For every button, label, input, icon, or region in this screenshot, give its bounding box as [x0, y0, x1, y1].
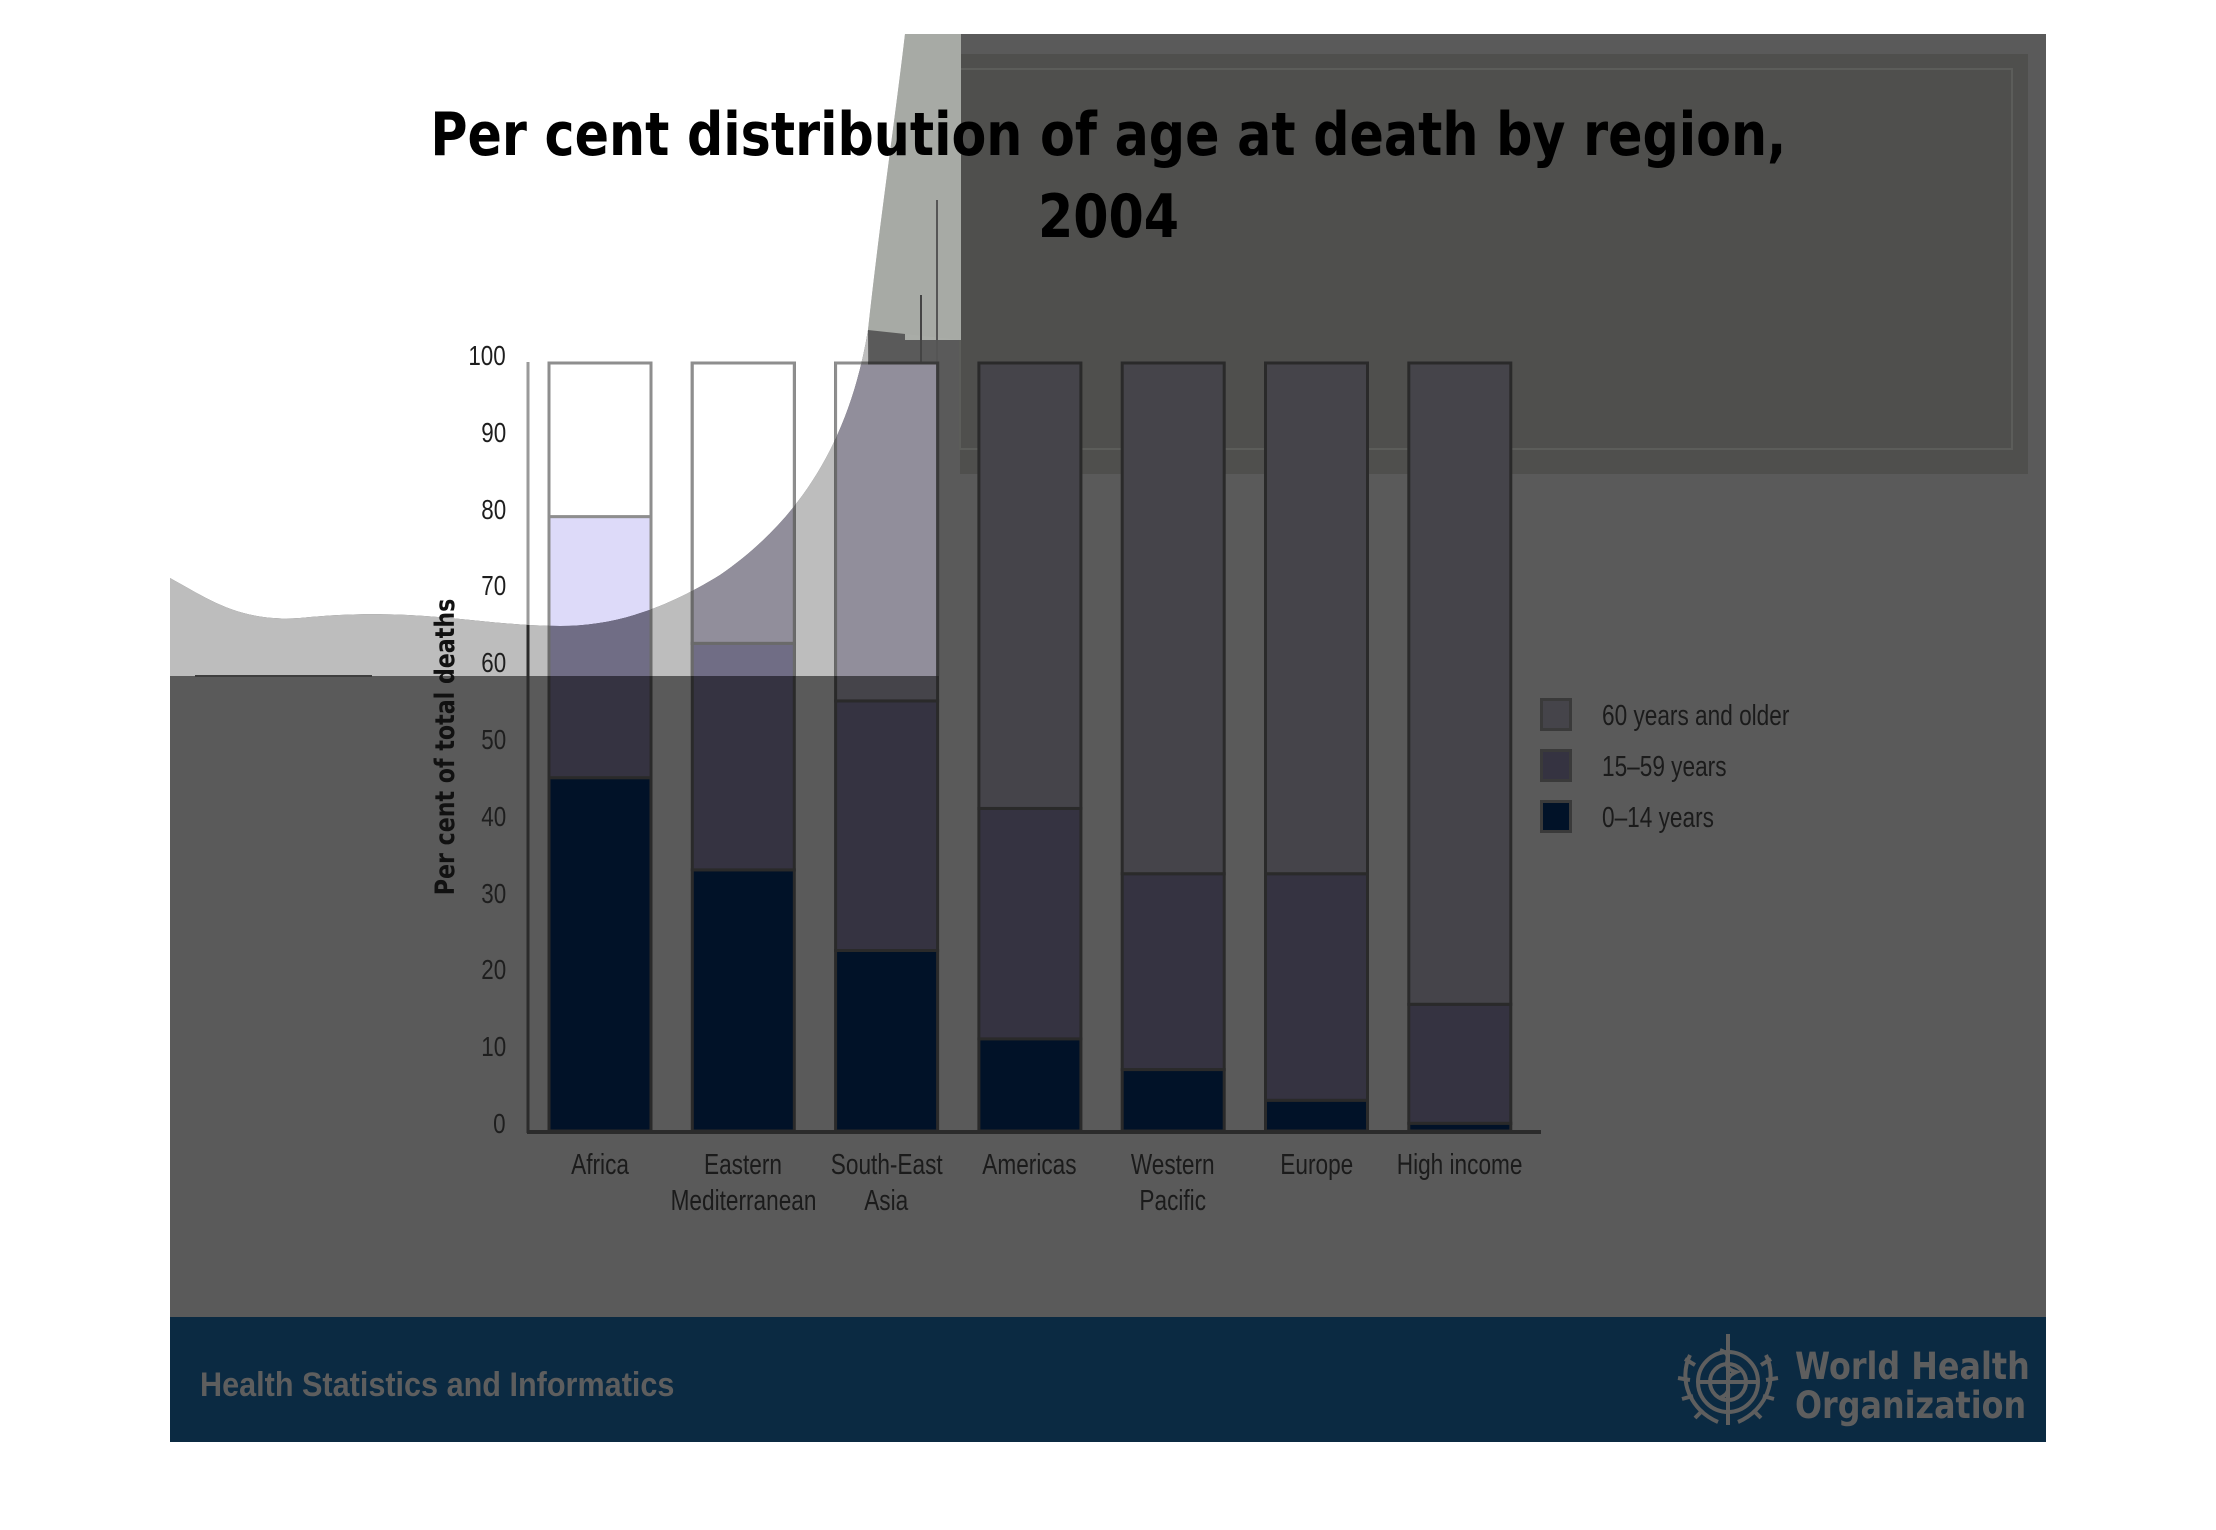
y-tick-label: 50	[446, 725, 506, 755]
y-tick-text: 0	[493, 1108, 506, 1139]
x-category-label: Europe	[1217, 1147, 1417, 1183]
bar-europe-60-years-and-older	[1264, 361, 1369, 876]
title-text: Per cent distribution of age at death by…	[430, 100, 1786, 170]
bar-africa-60-years-and-older-light	[547, 361, 653, 519]
x-category-text: Asia	[864, 1185, 909, 1217]
x-category-text: Europe	[1280, 1149, 1353, 1181]
x-category-text: High income	[1396, 1149, 1523, 1181]
bar-americas-15-59-years	[977, 806, 1083, 1041]
y-tick-text: 10	[481, 1031, 506, 1063]
y-tick-text: 80	[481, 493, 506, 525]
who-emblem-icon	[1677, 1334, 1779, 1425]
x-category-text: Africa	[571, 1149, 629, 1181]
x-category-label: Pacific	[1073, 1183, 1273, 1219]
bar-europe-15-59-years	[1264, 872, 1369, 1102]
legend-label-60-plus: 60 years and older	[1602, 700, 1790, 732]
bar-eastern-mediterranean-15-59-years	[690, 641, 796, 872]
bars-layer-gray-strip	[868, 361, 940, 676]
bar-high-income-15-59-years	[1407, 1002, 1513, 1125]
y-tick-text: 60	[481, 647, 506, 679]
y-tick-text: 90	[481, 416, 506, 448]
y-tick-label: 10	[446, 1032, 506, 1062]
x-category-text: Pacific	[1139, 1185, 1207, 1217]
x-category-label: Americas	[930, 1147, 1130, 1183]
x-category-label: Eastern	[643, 1147, 843, 1183]
bar-europe-0-14-years	[1264, 1098, 1369, 1133]
y-tick-label: 20	[446, 955, 506, 985]
y-tick-text: 20	[481, 954, 506, 986]
y-tick-text: 50	[481, 724, 506, 755]
footer-band	[170, 1317, 2046, 1442]
bar-western-pacific-60-years-and-older	[1120, 361, 1226, 876]
x-category-label: Africa	[500, 1147, 700, 1183]
bar-americas-0-14-years	[977, 1037, 1083, 1133]
y-tick-label: 40	[446, 800, 506, 832]
slide-title-line-1: Per cent distribution of age at death by…	[0, 100, 2216, 170]
title-year: 2004	[1037, 182, 1179, 252]
x-category-text: Eastern	[704, 1149, 783, 1181]
y-tick-text: 30	[481, 877, 506, 909]
legend-swatch-60-plus	[1540, 698, 1572, 731]
bar-western-pacific-15-59-years	[1120, 872, 1226, 1072]
y-tick-label: 90	[446, 416, 506, 448]
x-category-label: Western	[1073, 1147, 1273, 1183]
y-tick-label: 70	[446, 571, 506, 601]
legend-label-15-59: 15–59 years	[1602, 751, 1727, 783]
x-category-text: Western	[1131, 1149, 1216, 1181]
x-category-label: Asia	[787, 1183, 987, 1219]
bar-south-east-asia-60-years-and-older-gray	[868, 361, 940, 676]
x-category-text: South-East	[830, 1149, 943, 1181]
x-category-label: South-East	[787, 1147, 987, 1183]
bar-eastern-mediterranean-0-14-years	[690, 868, 796, 1133]
bar-americas-60-years-and-older	[977, 361, 1083, 810]
y-tick-label: 30	[446, 877, 506, 909]
legend-swatch-0-14	[1540, 800, 1572, 833]
bar-africa-0-14-years	[547, 776, 653, 1133]
y-tick-label: 100	[446, 341, 506, 371]
y-tick-label: 60	[446, 648, 506, 678]
y-tick-label: 0	[446, 1109, 506, 1139]
bar-south-east-asia-15-59-years	[834, 699, 940, 953]
y-tick-text: 40	[481, 800, 506, 832]
bar-high-income-60-years-and-older	[1407, 361, 1513, 1006]
who-wordmark-line-2: Organization	[1795, 1384, 2027, 1427]
y-tick-label: 80	[446, 493, 506, 525]
y-tick-text: 70	[481, 570, 506, 602]
who-wordmark-line-1: World Health	[1795, 1345, 2030, 1388]
y-tick-text: 100	[468, 340, 506, 371]
legend-swatch-15-59	[1540, 749, 1572, 782]
x-category-label: High income	[1360, 1147, 1560, 1183]
bar-western-pacific-0-14-years	[1120, 1068, 1226, 1133]
bar-south-east-asia-0-14-years	[834, 949, 940, 1133]
x-category-label: Mediterranean	[643, 1183, 843, 1219]
footer-department-label: Health Statistics and Informatics	[200, 1366, 675, 1404]
x-category-text: Americas	[982, 1149, 1078, 1181]
x-category-text: Mediterranean	[670, 1185, 817, 1217]
legend-label-0-14: 0–14 years	[1602, 802, 1714, 834]
slide-title-line-2: 2004	[0, 182, 2216, 252]
